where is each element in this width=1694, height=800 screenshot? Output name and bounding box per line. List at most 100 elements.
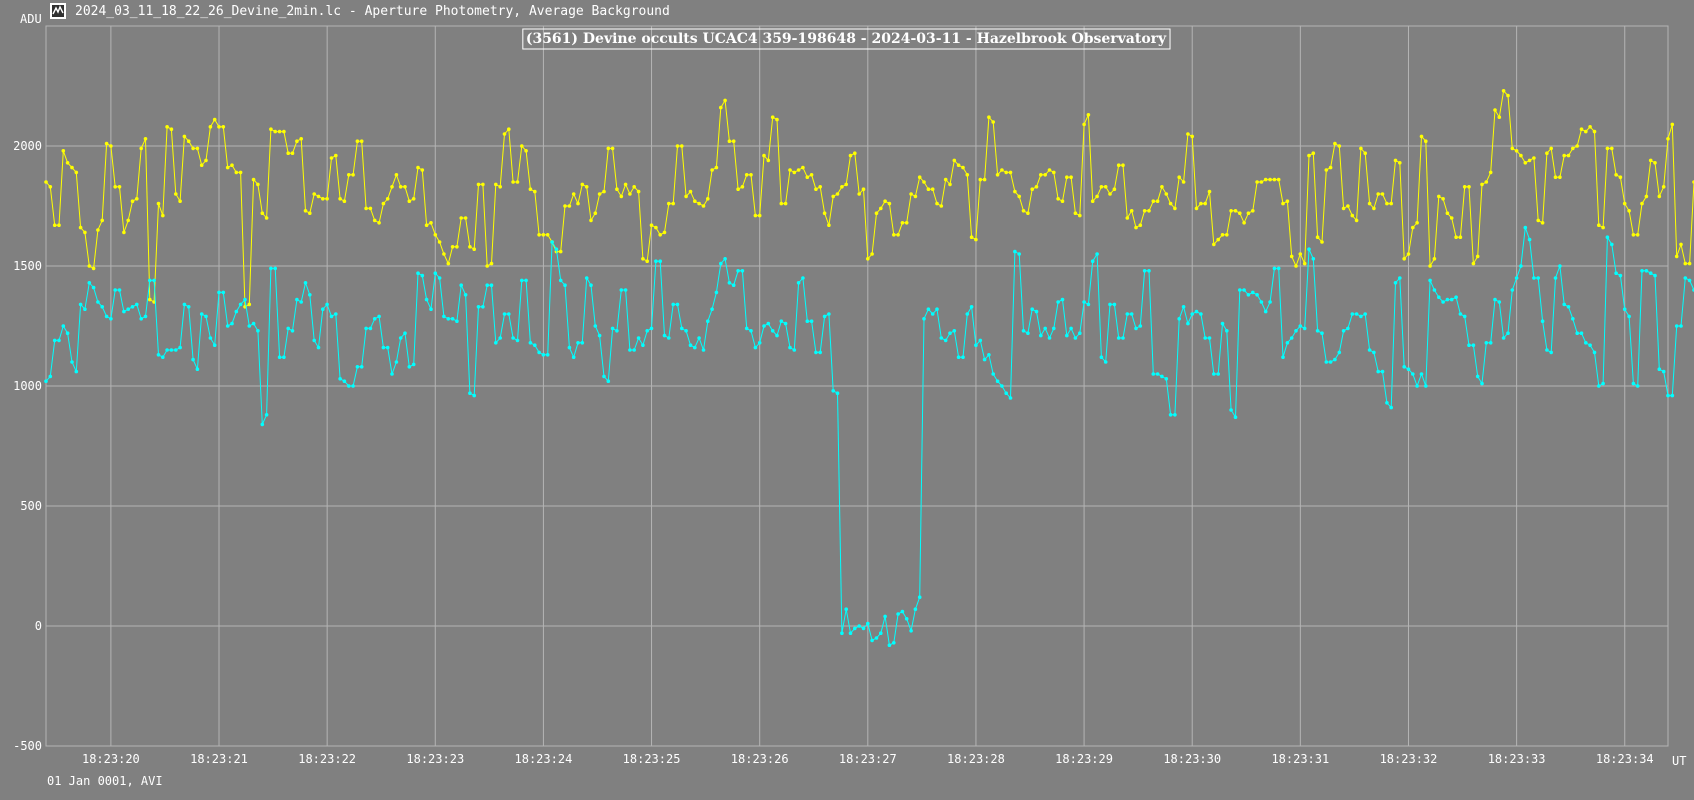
data-point [1337, 144, 1342, 148]
data-point [351, 173, 355, 177]
data-point [411, 362, 416, 367]
data-point [1428, 264, 1432, 268]
data-point [182, 302, 187, 307]
data-point [459, 283, 464, 288]
data-point [554, 247, 559, 251]
data-point [1411, 372, 1415, 376]
data-point [1372, 206, 1376, 211]
lightcurve-app-icon[interactable] [50, 3, 66, 19]
data-point [541, 353, 546, 357]
data-point [887, 643, 892, 647]
data-point [1687, 278, 1692, 283]
data-point [1614, 173, 1618, 177]
data-point [528, 341, 533, 345]
data-point [818, 350, 822, 355]
data-point [247, 302, 252, 307]
data-point [1086, 113, 1091, 117]
data-point [195, 146, 200, 151]
data-point [1034, 309, 1039, 314]
data-point [165, 125, 169, 129]
data-point [541, 233, 546, 237]
data-point [1588, 343, 1592, 348]
data-point [1026, 211, 1030, 215]
data-point [485, 264, 490, 268]
data-point [671, 302, 675, 307]
data-point [1670, 122, 1675, 127]
data-point [87, 281, 92, 285]
data-point [1571, 317, 1575, 321]
data-point [1173, 413, 1177, 417]
data-point [48, 185, 53, 189]
data-point [1441, 197, 1445, 201]
data-point [714, 165, 719, 170]
data-point [1082, 300, 1086, 304]
x-tick-label: 18:23:21 [190, 752, 248, 766]
data-point [827, 312, 831, 316]
data-point [1579, 331, 1584, 336]
data-point [1142, 269, 1147, 273]
data-point [398, 185, 403, 189]
data-point [472, 247, 477, 251]
data-point [1302, 326, 1307, 331]
data-point [1090, 259, 1095, 264]
data-point [1597, 223, 1601, 227]
data-point [749, 329, 753, 333]
data-point [757, 341, 762, 345]
data-point [1402, 365, 1406, 369]
data-point [1000, 384, 1004, 388]
data-point [1281, 355, 1285, 360]
data-point [1021, 209, 1026, 213]
data-point [995, 379, 1000, 384]
data-point [654, 259, 658, 264]
data-point [381, 201, 386, 206]
data-point [498, 336, 503, 340]
data-point [935, 201, 939, 206]
data-point [312, 192, 317, 196]
data-point [1575, 144, 1579, 148]
data-point [1082, 122, 1086, 127]
data-point [502, 312, 507, 316]
data-point [727, 139, 732, 143]
data-point [727, 281, 732, 285]
data-point [161, 213, 165, 218]
data-point [1380, 369, 1385, 374]
data-point [57, 223, 61, 227]
data-point [1484, 180, 1489, 184]
data-point [61, 149, 66, 153]
data-point [563, 283, 567, 288]
data-point [1220, 321, 1225, 326]
data-point [1385, 201, 1389, 206]
data-point [139, 146, 143, 151]
data-point [1134, 225, 1138, 230]
data-point [956, 355, 961, 360]
data-point [1506, 93, 1510, 98]
data-point [1467, 185, 1471, 189]
x-tick-label: 18:23:31 [1271, 752, 1329, 766]
data-point [948, 331, 952, 336]
data-point [1424, 139, 1428, 143]
data-point [1661, 185, 1666, 189]
data-point [1458, 235, 1463, 239]
data-point [550, 240, 554, 244]
data-point [489, 261, 494, 266]
data-point [1229, 209, 1233, 213]
data-point [1333, 141, 1337, 146]
data-point [511, 180, 515, 184]
data-point [1471, 261, 1476, 266]
data-point [991, 372, 995, 376]
data-point [1605, 235, 1610, 239]
data-point [961, 165, 965, 170]
data-point [65, 331, 70, 336]
data-point [1246, 293, 1251, 297]
data-point [1666, 137, 1670, 141]
data-point [156, 353, 161, 357]
data-point [1000, 168, 1004, 172]
data-point [416, 165, 420, 170]
data-point [1008, 170, 1013, 175]
data-point [1034, 185, 1039, 189]
chart-title-frame [522, 28, 1171, 50]
data-point [1618, 175, 1623, 179]
data-point [866, 621, 870, 626]
data-point [174, 348, 178, 352]
